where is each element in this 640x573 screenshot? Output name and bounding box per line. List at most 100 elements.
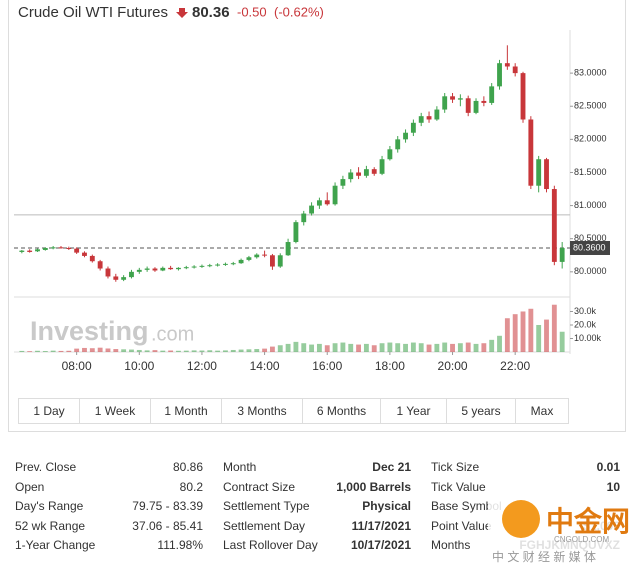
candle-body <box>356 172 361 176</box>
candle-body <box>371 169 377 174</box>
candle-body <box>144 268 150 270</box>
volume-bar <box>42 351 48 352</box>
range-button[interactable]: 1 Day <box>19 399 80 423</box>
candle-body <box>395 139 401 150</box>
cell-label: Tick Size <box>431 460 480 474</box>
range-button[interactable]: 1 Week <box>80 399 151 423</box>
candle-body <box>497 63 502 87</box>
volume-bar <box>144 350 150 352</box>
volume-tick-label: 20.0k <box>574 319 597 329</box>
volume-bar <box>473 343 479 352</box>
candle-body <box>418 116 424 123</box>
volume-bar <box>97 347 103 352</box>
y-tick-label: 83.0000 <box>574 67 607 77</box>
volume-bar <box>223 350 228 352</box>
volume-bar <box>324 345 330 352</box>
volume-bar <box>293 341 299 352</box>
volume-bar <box>481 343 487 352</box>
volume-bar <box>418 343 424 352</box>
range-button[interactable]: 6 Months <box>303 399 381 423</box>
candle-body <box>254 254 260 258</box>
volume-bar <box>285 343 291 352</box>
volume-bar <box>489 339 495 352</box>
candle-body <box>27 250 33 252</box>
cell-value: 10/17/2021 <box>350 538 411 552</box>
candle-body <box>35 249 40 252</box>
candle-body <box>457 98 463 100</box>
candle-body <box>285 242 291 256</box>
candle-body <box>199 265 205 267</box>
candle-body <box>269 255 275 267</box>
candle-body <box>481 100 487 103</box>
volume-bar <box>269 346 275 352</box>
y-tick-label: 81.0000 <box>574 200 607 210</box>
volume-bar <box>442 342 448 352</box>
candle-body <box>316 200 322 206</box>
volume-bar <box>152 350 158 352</box>
volume-bar <box>262 348 268 352</box>
candle-body <box>520 73 526 120</box>
change: -0.50 <box>237 4 267 19</box>
volume-bar <box>363 343 369 352</box>
volume-bar <box>199 350 205 352</box>
instrument-title: Crude Oil WTI Futures <box>18 4 168 21</box>
watermark-suffix: .com <box>151 323 194 345</box>
volume-bar <box>301 343 307 352</box>
volume-bar <box>129 349 134 352</box>
y-tick-label: 81.5000 <box>574 167 607 177</box>
candle-body <box>301 213 307 223</box>
range-button[interactable]: 1 Year <box>381 399 447 423</box>
volume-bar <box>82 347 87 352</box>
volume-bar <box>528 308 534 352</box>
candle-body <box>434 109 440 120</box>
candle-body <box>324 200 330 205</box>
volume-bar <box>309 344 315 352</box>
cell-label: Month <box>223 460 257 474</box>
volume-bar <box>395 343 401 352</box>
x-tick-label: 14:00 <box>250 359 280 373</box>
candle-body <box>19 250 25 252</box>
logo-domain: CNGOLD.COM <box>554 535 610 544</box>
range-button[interactable]: 3 Months <box>222 399 303 423</box>
candle-body <box>277 255 283 267</box>
volume-bar <box>105 348 111 352</box>
candle-body <box>207 265 213 267</box>
table-row: Prev. Close 80.86 Month Dec 21 Tick Size 0.01 <box>15 460 621 480</box>
candle-body <box>105 268 111 277</box>
volume-bar <box>136 349 142 352</box>
volume-bar <box>246 349 252 352</box>
candle-body <box>176 267 181 270</box>
cell-label: Settlement Day <box>223 518 306 533</box>
price: 80.36 <box>192 4 230 21</box>
candle-body <box>528 119 534 186</box>
volume-bar <box>89 348 95 352</box>
volume-bar <box>340 342 346 352</box>
cell-value: 111.98% <box>157 538 203 552</box>
candle-body <box>450 96 455 100</box>
volume-bar <box>348 343 354 352</box>
x-tick-label: 10:00 <box>124 359 154 373</box>
candle-body <box>512 66 518 74</box>
x-tick-label: 16:00 <box>312 359 342 373</box>
candle-body <box>152 268 158 271</box>
candle-body <box>74 248 80 253</box>
volume-bar <box>316 343 322 352</box>
x-tick-label: 08:00 <box>62 359 92 373</box>
candle-body <box>348 172 354 180</box>
volume-bar <box>230 349 236 352</box>
volume-bar <box>371 345 377 352</box>
cell-label: Months <box>431 538 471 552</box>
volume-bar <box>183 350 189 352</box>
volume-bar <box>215 350 221 352</box>
range-buttons: 1 Day 1 Week 1 Month 3 Months 6 Months 1 Year… <box>18 398 569 424</box>
candle-body <box>58 247 64 249</box>
range-button[interactable]: 1 Month <box>151 399 222 423</box>
volume-bar <box>559 331 565 352</box>
range-button[interactable]: 5 years <box>447 399 516 423</box>
candle-body <box>551 189 557 262</box>
down-arrow <box>176 8 188 18</box>
cell-label: Prev. Close <box>15 460 77 474</box>
candle-body <box>238 259 244 264</box>
range-button[interactable]: Max <box>530 404 554 418</box>
volume-bar <box>176 350 181 352</box>
